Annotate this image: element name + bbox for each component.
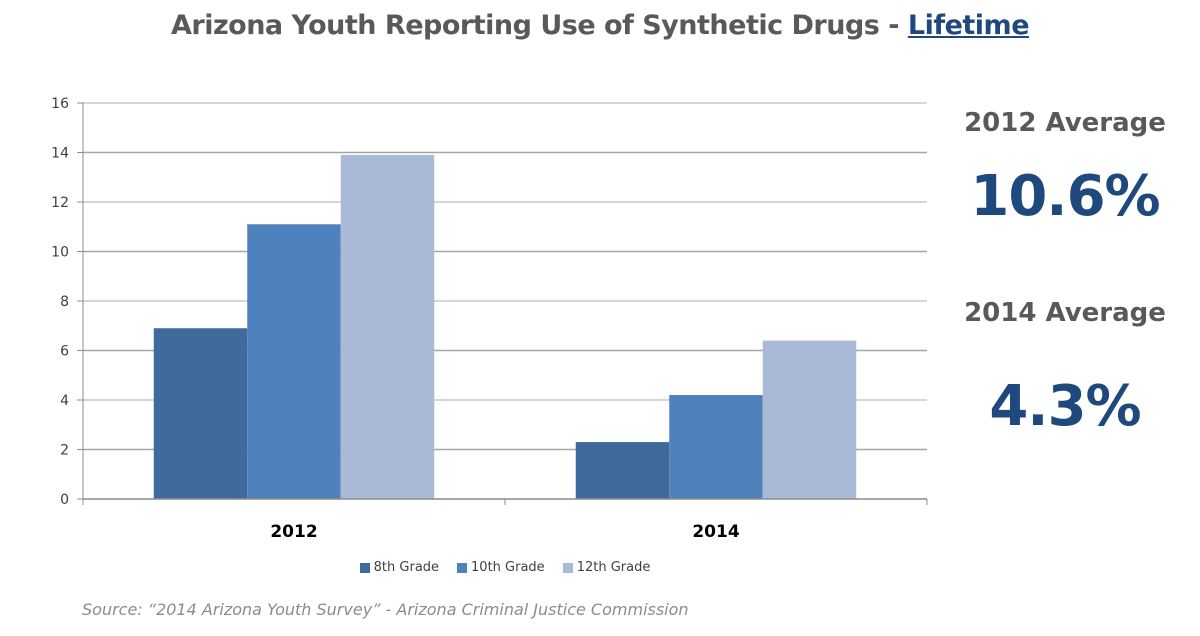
bar-12th-grade-2014 <box>762 340 857 499</box>
legend-item-8th: 8th Grade <box>359 560 440 575</box>
average-2014-value: 4.3% <box>989 374 1141 439</box>
average-2012-value-block: 10.6% <box>940 164 1190 229</box>
average-2014-value-block: 4.3% <box>940 374 1190 439</box>
bar-10th-grade-2014 <box>669 395 763 499</box>
legend-label-10th: 10th Grade <box>471 560 545 575</box>
title-emphasis: Lifetime <box>907 10 1030 41</box>
y-tick-label: 4 <box>60 393 69 409</box>
y-tick-label: 16 <box>51 96 69 112</box>
average-2014-block: 2014 Average <box>940 298 1190 328</box>
legend: 8th Grade 10th Grade 12th Grade <box>0 560 1010 575</box>
average-2012-block: 2012 Average <box>940 108 1190 138</box>
bar-8th-grade-2012 <box>153 328 248 499</box>
average-2012-value: 10.6% <box>970 164 1160 229</box>
legend-label-8th: 8th Grade <box>373 560 440 575</box>
legend-item-12th: 12th Grade <box>562 560 651 575</box>
y-tick-label: 6 <box>60 344 69 360</box>
legend-item-10th: 10th Grade <box>457 560 545 575</box>
x-tick-label: 2014 <box>692 522 739 542</box>
average-2012-label: 2012 Average <box>964 108 1166 138</box>
gridlines <box>83 102 927 451</box>
y-tick-label: 2 <box>60 443 69 459</box>
y-tick-label: 14 <box>51 146 69 162</box>
y-tick-label: 10 <box>51 245 69 261</box>
y-tick-label: 8 <box>60 294 69 310</box>
y-tick-label: 12 <box>51 195 69 211</box>
legend-swatch-12th <box>562 562 573 573</box>
source-note: Source: “2014 Arizona Youth Survey” - Ar… <box>82 600 689 619</box>
title-main: Arizona Youth Reporting Use of Synthetic… <box>170 10 908 41</box>
legend-label-12th: 12th Grade <box>576 560 651 575</box>
chart-title: Arizona Youth Reporting Use of Synthetic… <box>0 10 1200 41</box>
y-tick-labels: 0 2 4 6 8 10 12 14 16 <box>51 96 69 508</box>
bars <box>153 154 857 499</box>
bar-10th-grade-2012 <box>247 224 341 499</box>
axes <box>77 102 928 505</box>
average-2014-label: 2014 Average <box>964 298 1166 328</box>
legend-swatch-8th <box>359 562 370 573</box>
bar-chart: 0 2 4 6 8 10 12 14 16 2012 2014 <box>51 96 928 542</box>
legend-swatch-10th <box>457 562 468 573</box>
y-tick-label: 0 <box>60 492 69 508</box>
x-tick-labels: 2012 2014 <box>270 522 739 542</box>
bar-12th-grade-2012 <box>340 154 435 499</box>
x-tick-label: 2012 <box>270 522 317 542</box>
bar-8th-grade-2014 <box>575 442 670 499</box>
